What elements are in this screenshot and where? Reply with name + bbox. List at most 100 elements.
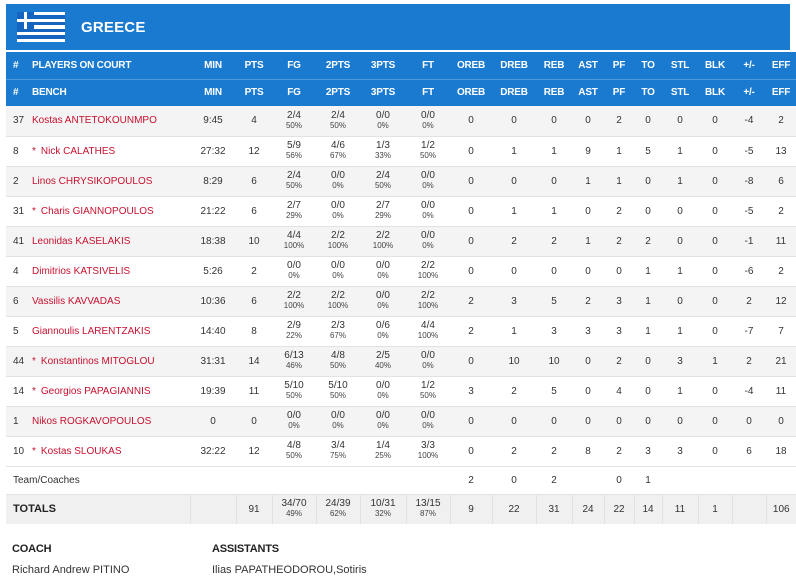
- table-row: 31 * Charis GIANNOPOULOS 21:22 6 2/7 29% 0/0 0% 2…: [6, 196, 796, 227]
- player-oreb: 0: [450, 346, 492, 377]
- col-header-plus-minus[interactable]: +/-: [732, 79, 766, 106]
- player-to: 5: [634, 136, 662, 167]
- col-header-pts[interactable]: PTS: [236, 79, 272, 106]
- player-plus-minus: -8: [732, 166, 766, 197]
- col-header-blk[interactable]: BLK: [698, 52, 732, 80]
- player-oreb: 0: [450, 196, 492, 227]
- player-min: 27:32: [190, 136, 236, 167]
- player-name-cell[interactable]: Vassilis KAVVADAS: [32, 286, 190, 317]
- player-2pts: 0/0 0%: [316, 166, 360, 197]
- col-header-dreb[interactable]: DREB: [492, 79, 536, 106]
- player-ft: 2/2 100%: [406, 286, 450, 317]
- col-header-stl[interactable]: STL: [662, 79, 698, 106]
- player-min: 14:40: [190, 316, 236, 347]
- player-name-cell[interactable]: Nikos ROGKAVOPOULOS: [32, 406, 190, 437]
- player-eff: 18: [766, 436, 796, 467]
- player-number: 37: [6, 106, 32, 137]
- col-header-min[interactable]: MIN: [190, 52, 236, 80]
- player-pts: 6: [236, 166, 272, 197]
- totals-pf: 22: [603, 494, 634, 524]
- col-header-bench[interactable]: BENCH: [32, 79, 190, 106]
- player-name-link[interactable]: Dimitrios KATSIVELIS: [32, 265, 131, 277]
- player-dreb: 1: [492, 196, 536, 227]
- player-name-link[interactable]: Nick CALATHES: [40, 145, 116, 157]
- player-ast: 2: [572, 286, 604, 317]
- col-header-reb[interactable]: REB: [536, 52, 572, 80]
- col-header-to[interactable]: TO: [634, 52, 662, 80]
- player-plus-minus: -5: [732, 196, 766, 227]
- player-name-link[interactable]: Nikos ROGKAVOPOULOS: [32, 415, 152, 427]
- player-name-cell[interactable]: Linos CHRYSIKOPOULOS: [32, 166, 190, 197]
- player-number: 6: [6, 286, 32, 317]
- player-ft: 0/0 0%: [406, 406, 450, 437]
- player-min: 10:36: [190, 286, 236, 317]
- col-header-players-on-court[interactable]: PLAYERS ON COURT: [32, 52, 190, 80]
- player-blk: 1: [698, 346, 732, 377]
- player-eff: 13: [766, 136, 796, 167]
- player-stl: 1: [662, 316, 698, 347]
- player-oreb: 0: [450, 406, 492, 437]
- col-header-pf[interactable]: PF: [604, 79, 634, 106]
- player-name-link[interactable]: Giannoulis LARENTZAKIS: [32, 325, 151, 337]
- col-header-2pts[interactable]: 2PTS: [316, 79, 360, 106]
- player-blk: 0: [698, 286, 732, 317]
- col-header-plus-minus[interactable]: +/-: [732, 52, 766, 80]
- player-stl: 0: [662, 406, 698, 437]
- col-header-oreb[interactable]: OREB: [450, 52, 492, 80]
- col-header-pts[interactable]: PTS: [236, 52, 272, 80]
- player-name-cell[interactable]: * Konstantinos MITOGLOU: [32, 346, 190, 377]
- col-header-3pts[interactable]: 3PTS: [360, 52, 406, 80]
- col-header-2pts[interactable]: 2PTS: [316, 52, 360, 80]
- col-header-num: #: [6, 52, 32, 80]
- player-ast: 0: [572, 256, 604, 287]
- player-name-link[interactable]: Charis GIANNOPOULOS: [40, 205, 154, 217]
- player-name-link[interactable]: Leonidas KASELAKIS: [32, 235, 131, 247]
- col-header-ast[interactable]: AST: [572, 79, 604, 106]
- player-name-cell[interactable]: * Georgios PAPAGIANNIS: [32, 376, 190, 407]
- totals-2pts: 24/39 62%: [315, 494, 360, 524]
- player-ft: 0/0 0%: [406, 196, 450, 227]
- player-reb: 3: [536, 316, 572, 347]
- player-name-link[interactable]: Kostas SLOUKAS: [40, 445, 122, 457]
- player-oreb: 0: [450, 106, 492, 137]
- player-oreb: 0: [450, 166, 492, 197]
- player-pf: 0: [604, 406, 634, 437]
- player-3pts: 1/4 25%: [360, 436, 406, 467]
- player-reb: 0: [536, 166, 572, 197]
- col-header-fg[interactable]: FG: [272, 52, 316, 80]
- col-header-dreb[interactable]: DREB: [492, 52, 536, 80]
- player-name-cell[interactable]: Kostas ANTETOKOUNMPO: [32, 106, 190, 137]
- player-name-cell[interactable]: * Kostas SLOUKAS: [32, 436, 190, 467]
- col-header-blk[interactable]: BLK: [698, 79, 732, 106]
- player-2pts: 5/10 50%: [316, 376, 360, 407]
- player-name-link[interactable]: Linos CHRYSIKOPOULOS: [32, 175, 153, 187]
- player-stl: 1: [662, 136, 698, 167]
- col-header-stl[interactable]: STL: [662, 52, 698, 80]
- player-2pts: 2/4 50%: [316, 106, 360, 137]
- col-header-pf[interactable]: PF: [604, 52, 634, 80]
- player-name-cell[interactable]: Leonidas KASELAKIS: [32, 226, 190, 257]
- player-name-link[interactable]: Kostas ANTETOKOUNMPO: [32, 115, 157, 127]
- player-name-link[interactable]: Vassilis KAVVADAS: [32, 295, 121, 307]
- col-header-reb[interactable]: REB: [536, 79, 572, 106]
- col-header-oreb[interactable]: OREB: [450, 79, 492, 106]
- player-name-cell[interactable]: Giannoulis LARENTZAKIS: [32, 316, 190, 347]
- player-name-cell[interactable]: * Nick CALATHES: [32, 136, 190, 167]
- col-header-ft[interactable]: FT: [406, 52, 450, 80]
- player-name-link[interactable]: Georgios PAPAGIANNIS: [40, 385, 151, 397]
- player-name-cell[interactable]: * Charis GIANNOPOULOS: [32, 196, 190, 227]
- col-header-ft[interactable]: FT: [406, 79, 450, 106]
- col-header-fg[interactable]: FG: [272, 79, 316, 106]
- player-dreb: 1: [492, 316, 536, 347]
- col-header-to[interactable]: TO: [634, 79, 662, 106]
- player-name-cell[interactable]: Dimitrios KATSIVELIS: [32, 256, 190, 287]
- col-header-min[interactable]: MIN: [190, 79, 236, 106]
- col-header-eff[interactable]: EFF: [766, 52, 796, 80]
- player-oreb: 0: [450, 436, 492, 467]
- player-name-link[interactable]: Konstantinos MITOGLOU: [40, 355, 155, 367]
- col-header-eff[interactable]: EFF: [766, 79, 796, 106]
- player-ft: 1/2 50%: [406, 136, 450, 167]
- col-header-3pts[interactable]: 3PTS: [360, 79, 406, 106]
- col-header-ast[interactable]: AST: [572, 52, 604, 80]
- player-2pts: 4/6 67%: [316, 136, 360, 167]
